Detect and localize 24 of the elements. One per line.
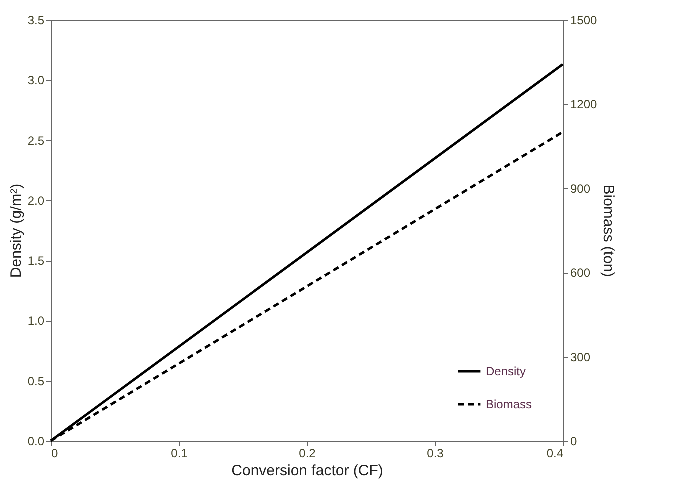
- legend-label: Biomass: [486, 398, 532, 412]
- x-axis-title: Conversion factor (CF): [232, 462, 384, 480]
- y-tick-label: 3.0: [28, 74, 45, 88]
- y-tick-label: 1.5: [28, 254, 45, 268]
- y2-tick-label: 300: [570, 350, 591, 364]
- y2-tick-label: 600: [570, 266, 591, 280]
- y2-axis-title: Biomass (ton): [600, 184, 618, 278]
- y-tick-label: 3.5: [28, 14, 45, 28]
- y2-tick-label: 0: [570, 434, 578, 448]
- x-tick-label: 0.3: [427, 446, 444, 460]
- x-tick-label: 0.2: [299, 446, 316, 460]
- y-tick-label: 1.0: [28, 314, 45, 328]
- x-tick-label: 0: [52, 446, 58, 460]
- y2-tick-label: 1500: [570, 14, 598, 28]
- y-tick-label: 2.5: [28, 134, 45, 148]
- y-tick-label: 0.5: [28, 374, 45, 388]
- y-tick-label: 0.0: [28, 434, 45, 448]
- y2-tick-label: 900: [570, 182, 591, 196]
- x-tick-label: 0.4: [546, 446, 564, 460]
- y-axis-title: Density (g/m²): [8, 184, 25, 278]
- y2-tick-label: 1200: [570, 98, 598, 112]
- legend-label: Density: [486, 364, 526, 378]
- x-tick-label: 0.1: [171, 446, 188, 460]
- y-tick-label: 2.0: [28, 194, 45, 208]
